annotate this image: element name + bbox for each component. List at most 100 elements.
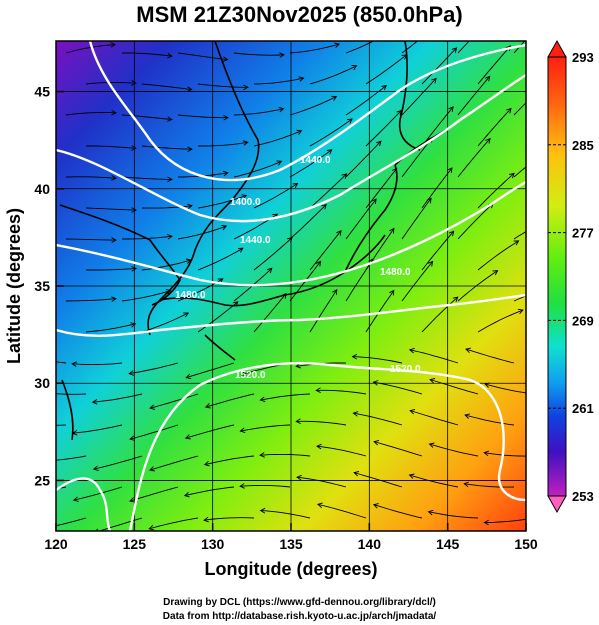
streamline-arrow xyxy=(509,172,515,179)
streamline xyxy=(429,379,479,395)
streamline-arrow xyxy=(167,176,173,183)
streamline-arrow xyxy=(484,75,491,82)
streamline-arrow xyxy=(347,118,353,124)
streamline-arrow xyxy=(131,145,137,151)
streamline xyxy=(149,517,199,530)
streamline xyxy=(129,424,179,440)
streamline xyxy=(477,240,519,271)
height-contours xyxy=(56,41,526,531)
streamline-arrow xyxy=(331,95,338,101)
y-tick-label: 40 xyxy=(34,181,50,197)
streamline-arrow xyxy=(167,116,173,122)
streamline-arrow xyxy=(408,473,415,479)
streamline xyxy=(85,323,136,333)
x-tick-label: 145 xyxy=(436,536,460,552)
streamline-arrow xyxy=(92,465,99,472)
x-tick-label: 125 xyxy=(123,536,147,552)
streamline-arrow xyxy=(292,182,299,189)
colorbar-tick-label: 277 xyxy=(572,226,594,241)
streamline xyxy=(421,231,455,271)
streamline xyxy=(365,290,395,333)
streamline xyxy=(464,414,515,426)
colorbar-tick-label: 269 xyxy=(572,313,594,328)
streamline xyxy=(316,445,367,457)
streamline-arrow xyxy=(222,56,229,63)
streamline xyxy=(177,114,228,119)
streamline-arrow xyxy=(298,76,305,82)
streamline-arrow xyxy=(487,16,492,21)
streamline-arrow xyxy=(243,84,249,91)
streamline xyxy=(513,166,526,178)
credit-line: Drawing by DCL (https://www.gfd-dennou.o… xyxy=(163,597,436,608)
streamline-arrow xyxy=(332,289,338,295)
x-tick-label: 120 xyxy=(44,536,68,552)
y-axis: 25 30 35 40 45 xyxy=(34,84,64,488)
colorbar-tick-label: 261 xyxy=(572,401,594,416)
streamline xyxy=(253,293,287,333)
streamline xyxy=(65,298,116,302)
streamline xyxy=(513,231,526,240)
streamline xyxy=(365,54,407,85)
streamline xyxy=(65,44,116,54)
streamline xyxy=(204,517,255,521)
coastlines xyxy=(59,41,446,441)
contour-labels: 1440.0 1400.0 1440.0 1480.0 1480.0 1520.… xyxy=(175,155,421,381)
streamline-arrow xyxy=(386,32,391,36)
streamline-arrow xyxy=(91,399,98,405)
streamline xyxy=(205,393,255,408)
streamline xyxy=(86,267,137,271)
streamline-arrow xyxy=(36,459,41,464)
streamline-arrow xyxy=(295,418,301,425)
y-tick-label: 45 xyxy=(34,84,50,100)
contour-label: 1480.0 xyxy=(380,267,411,278)
streamline xyxy=(409,349,459,364)
streamline xyxy=(345,140,382,178)
streamline-arrow xyxy=(452,296,459,302)
contour-label: 1440.0 xyxy=(240,235,271,246)
x-tick-label: 130 xyxy=(201,536,225,552)
streamline xyxy=(141,259,192,271)
streamline-arrow xyxy=(130,322,137,328)
colorbar-min-arrow xyxy=(547,495,567,514)
streamline-arrow xyxy=(259,396,266,403)
streamline-arrow xyxy=(429,378,436,384)
streamline-arrow xyxy=(428,442,435,448)
streamline-arrow xyxy=(71,361,77,367)
streamline xyxy=(513,102,526,116)
streamline-arrow xyxy=(448,106,454,112)
streamline xyxy=(309,118,353,147)
streamline xyxy=(428,511,479,519)
streamline xyxy=(204,455,255,466)
streamline xyxy=(421,167,453,209)
streamline-arrow xyxy=(185,373,192,380)
streamline xyxy=(197,195,247,209)
streamline-arrow xyxy=(371,198,377,205)
x-axis-label: Longitude (degrees) xyxy=(204,559,377,579)
streamline-arrow xyxy=(111,175,117,181)
colorbar-tick-label: 253 xyxy=(572,489,594,504)
streamline xyxy=(149,455,199,471)
y-tick-label: 35 xyxy=(34,278,50,294)
streamline-arrow xyxy=(131,265,137,272)
streamline xyxy=(73,486,123,501)
streamline-arrow xyxy=(408,347,415,354)
contour-label: 1440.0 xyxy=(300,155,331,166)
streamline xyxy=(365,168,398,209)
streamline xyxy=(457,138,491,178)
streamline xyxy=(457,41,470,54)
streamline xyxy=(309,230,342,271)
streamline-arrow xyxy=(517,308,524,315)
streamline-arrow xyxy=(187,203,193,210)
streamline-arrow xyxy=(376,140,382,147)
streamline-arrow xyxy=(131,80,137,86)
streamline xyxy=(141,145,192,150)
streamline-arrow xyxy=(448,230,455,237)
streamline-arrow xyxy=(465,347,471,354)
streamline-arrow xyxy=(484,382,491,388)
streamline xyxy=(409,474,459,488)
streamline-arrow xyxy=(239,427,246,434)
streamline-arrow xyxy=(492,270,499,276)
streamline xyxy=(401,41,419,54)
y-tick-label: 30 xyxy=(34,375,50,391)
streamline-arrow xyxy=(128,370,135,376)
